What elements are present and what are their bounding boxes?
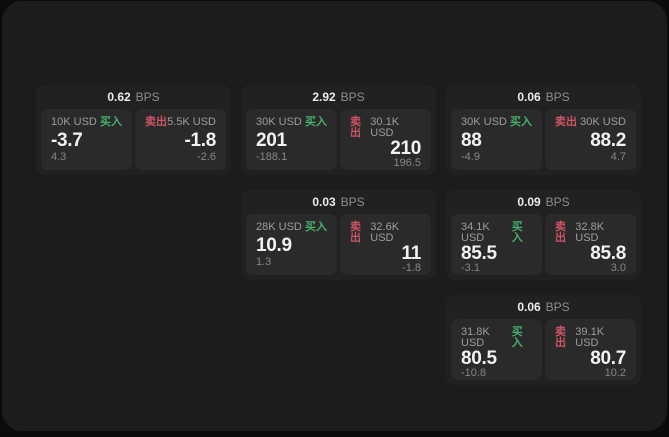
quote-card: 0.06 BPS 31.8K USD 买入 80.5 -10.8 卖出 39.1…	[446, 295, 641, 385]
bps-value: 0.06	[517, 300, 541, 314]
bps-unit-label: BPS	[135, 90, 160, 104]
bps-unit-label: BPS	[340, 90, 365, 104]
sell-amount: 32.6K USD	[370, 221, 400, 244]
sell-price: -1.8	[184, 129, 216, 151]
sell-change: -1.8	[402, 262, 421, 274]
buy-quote-tile[interactable]: 34.1K USD 买入 85.5 -3.1	[451, 214, 542, 275]
quote-card: 0.06 BPS 30K USD 买入 88 -4.9 卖出 30K USD 8…	[446, 85, 641, 175]
sell-quote-tile[interactable]: 卖出 30.1K USD 210 196.5	[340, 109, 431, 170]
buy-side-tag: 买入	[305, 116, 327, 128]
quotes-panel: 0.62 BPS 10K USD 买入 -3.7 4.3 卖出 5.5K USD…	[2, 1, 667, 431]
sell-price: 11	[401, 243, 422, 264]
quote-card: 0.03 BPS 28K USD 买入 10.9 1.3 卖出 32.6K US…	[241, 190, 436, 280]
sell-amount: 39.1K USD	[575, 326, 605, 349]
sell-change: 196.5	[393, 157, 421, 169]
buy-price: -3.7	[51, 129, 83, 151]
bps-header: 2.92 BPS	[246, 85, 431, 109]
sell-change: 10.2	[604, 367, 626, 379]
bps-header: 0.62 BPS	[41, 85, 226, 109]
buy-amount: 34.1K USD	[461, 221, 490, 244]
sell-side-tag: 卖出	[555, 221, 566, 244]
buy-side-tag: 买入	[511, 326, 523, 349]
buy-quote-tile[interactable]: 30K USD 买入 201 -188.1	[246, 109, 337, 170]
buy-quote-tile[interactable]: 28K USD 买入 10.9 1.3	[246, 214, 337, 275]
bps-value: 2.92	[312, 90, 336, 104]
bps-unit-label: BPS	[545, 195, 570, 209]
buy-change: -4.9	[461, 151, 480, 163]
bps-header: 0.06 BPS	[451, 85, 636, 109]
sell-price: 210	[390, 138, 421, 159]
sell-amount: 5.5K USD	[167, 116, 216, 128]
sell-amount: 30K USD	[580, 116, 626, 128]
bps-unit-label: BPS	[545, 300, 570, 314]
buy-amount: 31.8K USD	[461, 326, 490, 349]
sell-change: 4.7	[610, 151, 626, 163]
bps-header: 0.09 BPS	[451, 190, 636, 214]
sell-side-tag: 卖出	[555, 116, 577, 128]
buy-price: 85.5	[461, 243, 497, 264]
sell-quote-tile[interactable]: 卖出 32.6K USD 11 -1.8	[340, 214, 431, 275]
buy-quote-tile[interactable]: 31.8K USD 买入 80.5 -10.8	[451, 319, 542, 380]
sell-quote-tile[interactable]: 卖出 32.8K USD 85.8 3.0	[545, 214, 636, 275]
sell-price: 88.2	[590, 129, 626, 151]
buy-amount: 28K USD	[256, 221, 302, 233]
sell-quote-tile[interactable]: 卖出 5.5K USD -1.8 -2.6	[135, 109, 226, 170]
bps-value: 0.09	[517, 195, 541, 209]
sell-side-tag: 卖出	[350, 116, 361, 139]
bps-unit-label: BPS	[340, 195, 365, 209]
buy-price: 201	[256, 129, 287, 151]
buy-change: -3.1	[461, 262, 480, 274]
sell-quote-tile[interactable]: 卖出 39.1K USD 80.7 10.2	[545, 319, 636, 380]
buy-side-tag: 买入	[100, 116, 122, 128]
sell-change: -2.6	[197, 151, 216, 163]
buy-change: 1.3	[256, 256, 272, 268]
quote-card: 2.92 BPS 30K USD 买入 201 -188.1 卖出 30.1K …	[241, 85, 436, 175]
buy-change: 4.3	[51, 151, 67, 163]
sell-side-tag: 卖出	[555, 326, 566, 349]
sell-price: 80.7	[590, 348, 626, 369]
buy-quote-tile[interactable]: 30K USD 买入 88 -4.9	[451, 109, 542, 170]
buy-quote-tile[interactable]: 10K USD 买入 -3.7 4.3	[41, 109, 132, 170]
buy-change: -10.8	[461, 367, 487, 379]
buy-amount: 30K USD	[461, 116, 507, 128]
bps-header: 0.06 BPS	[451, 295, 636, 319]
buy-side-tag: 买入	[510, 116, 532, 128]
buy-side-tag: 买入	[305, 221, 327, 233]
sell-price: 85.8	[590, 243, 626, 264]
buy-amount: 10K USD	[51, 116, 97, 128]
quote-card: 0.09 BPS 34.1K USD 买入 85.5 -3.1 卖出 32.8K…	[446, 190, 641, 280]
bps-value: 0.62	[107, 90, 131, 104]
sell-side-tag: 卖出	[145, 116, 167, 128]
buy-price: 10.9	[256, 234, 292, 256]
sell-side-tag: 卖出	[350, 221, 361, 244]
buy-change: -188.1	[256, 151, 288, 163]
buy-side-tag: 买入	[511, 221, 523, 244]
bps-value: 0.03	[312, 195, 336, 209]
buy-price: 80.5	[461, 348, 497, 369]
bps-unit-label: BPS	[545, 90, 570, 104]
sell-amount: 30.1K USD	[370, 116, 400, 139]
bps-value: 0.06	[517, 90, 541, 104]
sell-change: 3.0	[610, 262, 626, 274]
bps-header: 0.03 BPS	[246, 190, 431, 214]
buy-amount: 30K USD	[256, 116, 302, 128]
quote-card: 0.62 BPS 10K USD 买入 -3.7 4.3 卖出 5.5K USD…	[36, 85, 231, 175]
sell-quote-tile[interactable]: 卖出 30K USD 88.2 4.7	[545, 109, 636, 170]
sell-amount: 32.8K USD	[575, 221, 605, 244]
buy-price: 88	[461, 129, 482, 151]
